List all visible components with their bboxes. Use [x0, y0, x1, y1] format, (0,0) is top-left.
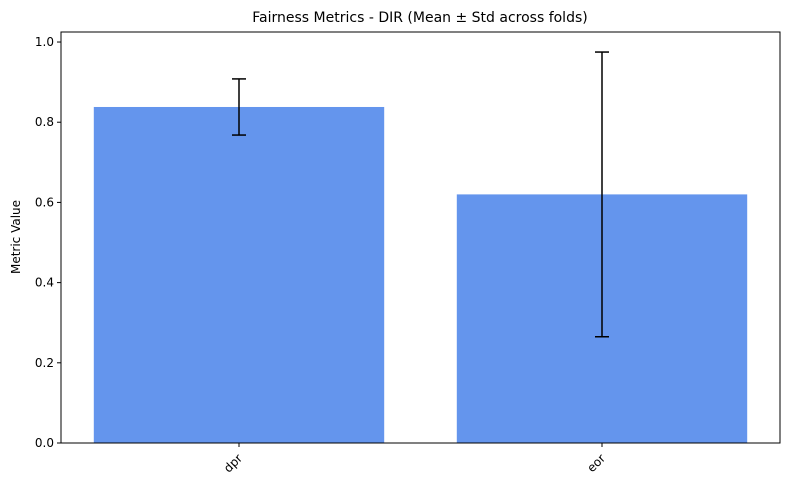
- error-bar: [595, 51, 609, 338]
- y-tick-label: 0.6: [35, 195, 54, 209]
- x-tick-label: eor: [584, 451, 608, 475]
- y-tick-label: 0.4: [35, 276, 54, 290]
- chart-title: Fairness Metrics - DIR (Mean ± Std acros…: [252, 10, 587, 26]
- y-tick-label: 0.0: [35, 436, 54, 450]
- y-axis-label: Metric Value: [9, 200, 23, 274]
- y-tick-label: 0.8: [35, 115, 54, 129]
- y-tick-label: 0.2: [35, 356, 54, 370]
- plot-frame: [60, 31, 781, 444]
- error-bar: [232, 78, 246, 136]
- bar: [93, 106, 385, 444]
- x-tick-label: dpr: [221, 451, 245, 475]
- y-tick-label: 1.0: [35, 35, 54, 49]
